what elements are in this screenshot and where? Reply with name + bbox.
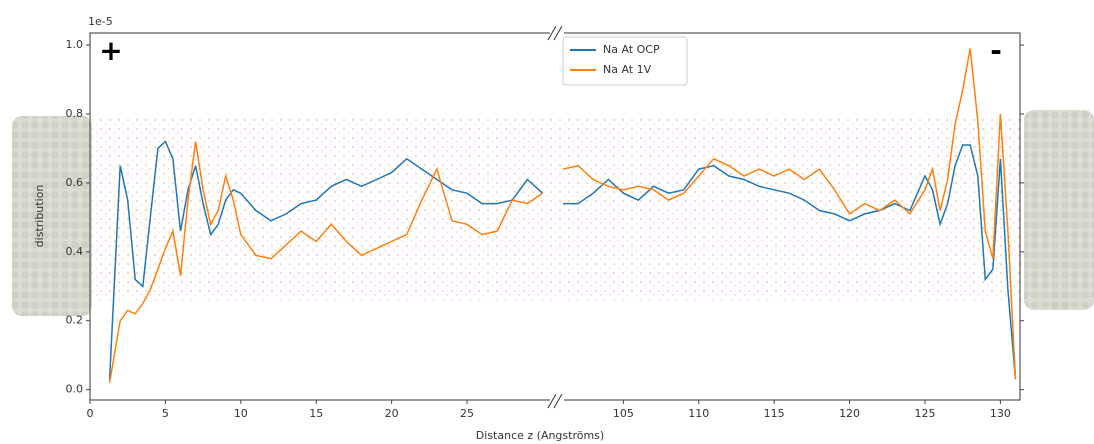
electrode-right-texture: [1024, 110, 1094, 310]
y-tick-label: 0.0: [66, 383, 84, 396]
x-tick-label: 110: [688, 407, 709, 420]
x-tick-label: 20: [385, 407, 399, 420]
x-tick-label: 10: [234, 407, 248, 420]
y-tick-label: 0.8: [66, 107, 84, 120]
y-tick-label: 0.2: [66, 314, 84, 327]
x-tick-label: 130: [990, 407, 1011, 420]
legend-label: Na At 1V: [603, 63, 652, 76]
x-tick-label: 25: [460, 407, 474, 420]
x-tick-label: 115: [764, 407, 785, 420]
electrode-left-texture: [12, 116, 92, 316]
legend-label: Na At OCP: [603, 43, 660, 56]
offset-label: 1e-5: [88, 15, 113, 28]
x-tick-label: 15: [309, 407, 323, 420]
y-axis-label: distribution: [33, 185, 46, 248]
y-tick-label: 1.0: [66, 38, 84, 51]
axis-break: [547, 24, 564, 410]
series-line: [108, 140, 1017, 380]
x-tick-label: 120: [839, 407, 860, 420]
x-axis-label: Distance z (Angströms): [476, 429, 604, 442]
x-tick-label: 5: [162, 407, 169, 420]
electrolyte: [92, 118, 1022, 300]
x-tick-label: 0: [87, 407, 94, 420]
x-tick-label: 125: [914, 407, 935, 420]
legend: Na At OCP Na At 1V: [562, 36, 688, 86]
plot-area: [108, 48, 1017, 383]
y-tick-label: 0.6: [66, 176, 84, 189]
y-tick-label: 0.4: [66, 245, 84, 258]
x-tick-label: 105: [613, 407, 634, 420]
series-line: [108, 48, 1017, 383]
plus-annotation: +: [99, 34, 122, 67]
minus-annotation: -: [990, 34, 1002, 67]
